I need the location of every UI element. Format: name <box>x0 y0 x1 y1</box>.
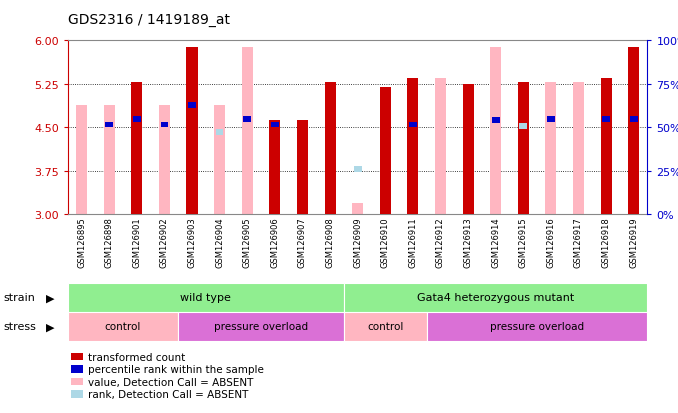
Bar <box>490 48 501 215</box>
Text: percentile rank within the sample: percentile rank within the sample <box>88 364 264 374</box>
Bar <box>462 85 473 215</box>
Bar <box>241 48 253 215</box>
Bar <box>159 106 170 215</box>
Bar <box>409 122 417 128</box>
Bar <box>161 122 168 128</box>
Bar <box>68 284 344 312</box>
Bar <box>545 83 557 215</box>
Bar <box>629 48 639 215</box>
Text: GSM126906: GSM126906 <box>271 217 279 268</box>
Text: GSM126913: GSM126913 <box>464 217 473 268</box>
Bar <box>214 106 225 215</box>
Text: Gata4 heterozygous mutant: Gata4 heterozygous mutant <box>417 293 574 303</box>
Text: strain: strain <box>3 293 35 303</box>
Bar <box>188 103 196 109</box>
Text: ▶: ▶ <box>46 322 55 332</box>
Text: GSM126901: GSM126901 <box>132 217 141 267</box>
Text: GSM126903: GSM126903 <box>188 217 197 268</box>
Bar <box>297 121 308 215</box>
Text: GSM126917: GSM126917 <box>574 217 583 268</box>
Bar <box>630 116 637 122</box>
Text: wild type: wild type <box>180 293 231 303</box>
Bar <box>186 48 197 215</box>
Bar <box>344 284 647 312</box>
Text: control: control <box>367 322 403 332</box>
Text: pressure overload: pressure overload <box>214 322 308 332</box>
Bar <box>354 167 361 173</box>
Bar <box>243 116 251 122</box>
Bar <box>380 88 391 215</box>
Text: GSM126911: GSM126911 <box>408 217 418 267</box>
Text: GSM126914: GSM126914 <box>491 217 500 267</box>
Text: GSM126902: GSM126902 <box>160 217 169 267</box>
Bar <box>271 122 279 128</box>
Bar <box>601 79 612 215</box>
Bar <box>435 79 446 215</box>
Text: GSM126916: GSM126916 <box>546 217 555 268</box>
Text: GSM126898: GSM126898 <box>104 217 114 268</box>
Bar <box>518 83 529 215</box>
Text: pressure overload: pressure overload <box>490 322 584 332</box>
Text: GSM126907: GSM126907 <box>298 217 307 268</box>
Bar <box>133 116 140 122</box>
Text: GSM126904: GSM126904 <box>215 217 224 267</box>
Bar <box>352 203 363 215</box>
Text: GSM126895: GSM126895 <box>77 217 86 268</box>
Text: control: control <box>105 322 141 332</box>
Text: rank, Detection Call = ABSENT: rank, Detection Call = ABSENT <box>88 389 249 399</box>
Bar <box>407 79 418 215</box>
Bar <box>269 121 281 215</box>
Bar <box>573 83 584 215</box>
Bar <box>105 122 113 128</box>
Bar <box>178 313 344 341</box>
Bar <box>547 116 555 122</box>
Text: GSM126919: GSM126919 <box>629 217 638 267</box>
Bar <box>132 83 142 215</box>
Bar <box>104 106 115 215</box>
Text: GSM126915: GSM126915 <box>519 217 527 267</box>
Text: transformed count: transformed count <box>88 352 185 362</box>
Bar <box>519 124 527 130</box>
Text: GDS2316 / 1419189_at: GDS2316 / 1419189_at <box>68 13 230 27</box>
Bar <box>426 313 647 341</box>
Text: value, Detection Call = ABSENT: value, Detection Call = ABSENT <box>88 377 254 387</box>
Text: GSM126905: GSM126905 <box>243 217 252 267</box>
Bar <box>68 313 178 341</box>
Text: GSM126910: GSM126910 <box>381 217 390 267</box>
Text: GSM126912: GSM126912 <box>436 217 445 267</box>
Text: GSM126909: GSM126909 <box>353 217 362 267</box>
Bar <box>492 118 500 124</box>
Text: GSM126918: GSM126918 <box>601 217 611 268</box>
Text: stress: stress <box>3 322 36 332</box>
Bar <box>76 106 87 215</box>
Text: ▶: ▶ <box>46 293 55 303</box>
Text: GSM126908: GSM126908 <box>325 217 334 268</box>
Bar <box>325 83 336 215</box>
Bar <box>216 130 224 135</box>
Bar <box>602 116 610 122</box>
Bar <box>344 313 426 341</box>
